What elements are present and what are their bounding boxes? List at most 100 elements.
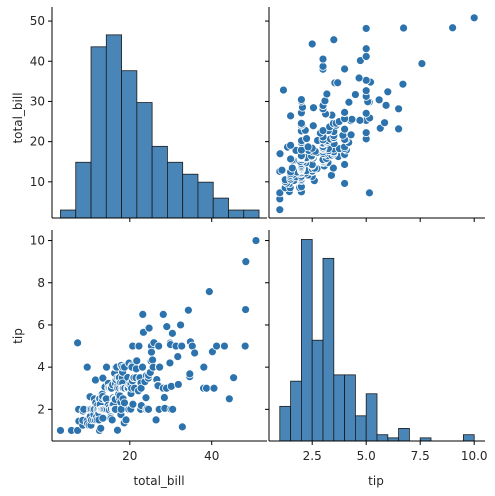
- scatter-point: [361, 44, 371, 54]
- y-tick-label: 8: [37, 276, 45, 290]
- hist-bar: [290, 380, 302, 442]
- scatter-point: [296, 118, 306, 128]
- scatter-point: [148, 355, 157, 365]
- scatter-point: [417, 59, 427, 68]
- scatter-point: [138, 362, 147, 372]
- scatter-point: [136, 383, 146, 393]
- scatter-point: [107, 415, 117, 425]
- scatter-point: [361, 108, 371, 118]
- scatter-point: [286, 111, 296, 121]
- scatter-point: [209, 383, 219, 393]
- y-tick-label: 10: [30, 175, 45, 189]
- scatter-point: [224, 394, 234, 404]
- scatter-point: [141, 393, 151, 403]
- scatter-point: [318, 61, 328, 71]
- scatter-point: [240, 341, 250, 351]
- scatter-point: [374, 95, 384, 105]
- y-tick-label: 2: [37, 402, 45, 416]
- scatter-point: [361, 86, 371, 96]
- hist-bar: [136, 102, 153, 219]
- scatter-point: [176, 320, 185, 330]
- scatter-point: [340, 179, 350, 188]
- x-tick-label: 10.0: [461, 449, 488, 463]
- hist-bar: [354, 415, 367, 442]
- scatter-point: [303, 142, 313, 152]
- scatter-point: [361, 128, 371, 138]
- hist-bar: [151, 145, 168, 219]
- scatter-point: [347, 114, 357, 124]
- scatter-point: [113, 425, 122, 435]
- scatter-point: [354, 73, 364, 83]
- ylabel-top: total_bill: [11, 92, 25, 143]
- hist-bar: [197, 181, 214, 219]
- scatter-point: [307, 39, 317, 49]
- scatter-point: [121, 415, 131, 425]
- scatter-point: [340, 124, 350, 134]
- scatter-point: [275, 205, 285, 215]
- hist-bar: [344, 374, 356, 442]
- scatter-point: [229, 373, 239, 383]
- scatter-point: [302, 134, 311, 143]
- xlabel-right: tip: [368, 474, 384, 488]
- scatter-point: [350, 90, 360, 99]
- panel-hist-total-bill: [60, 34, 260, 219]
- hist-bar: [212, 197, 229, 219]
- scatter-point: [241, 257, 251, 267]
- scatter-point: [361, 24, 371, 33]
- scatter-point: [159, 393, 169, 402]
- y-tick-label: 50: [30, 14, 45, 28]
- scatter-point: [328, 163, 338, 173]
- hist-bar: [182, 173, 199, 219]
- scatter-point: [128, 399, 138, 409]
- scatter-point: [287, 163, 297, 173]
- scatter-point: [340, 160, 350, 169]
- scatter-point: [365, 188, 374, 198]
- hist-bar: [90, 46, 107, 219]
- scatter-point: [158, 309, 168, 319]
- scatter-point: [346, 130, 356, 140]
- y-tick-label: 30: [30, 94, 45, 108]
- scatter-point: [167, 328, 177, 338]
- scatter-point: [380, 118, 389, 128]
- panel-hist-tip: [279, 239, 475, 442]
- scatter-point: [177, 422, 187, 432]
- scatter-point: [344, 97, 354, 107]
- scatter-point: [394, 104, 404, 114]
- axes: 10 20 30 40 50 2 4 6 8 10 20 40 2.5 5.0 7.5 10.0: [30, 7, 488, 463]
- hist-bar: [75, 161, 92, 219]
- x-tick-label: 2.5: [303, 449, 322, 463]
- scatter-point: [168, 404, 178, 414]
- hist-bar: [279, 405, 291, 442]
- scatter-point: [241, 305, 250, 314]
- scatter-point: [309, 103, 318, 113]
- y-tick-label: 4: [37, 360, 45, 374]
- scatter-point: [333, 78, 343, 88]
- ylabel-bottom: tip: [11, 328, 25, 344]
- scatter-point: [381, 100, 391, 110]
- scatter-point: [177, 341, 187, 351]
- panel-scatter-tip-vs-total-bill-top: [275, 13, 479, 215]
- y-tick-label: 6: [37, 318, 45, 332]
- scatter-point: [448, 23, 458, 33]
- hist-bar: [300, 239, 313, 442]
- hist-bar: [121, 70, 138, 219]
- y-tick-label: 20: [30, 135, 45, 149]
- hist-bar: [333, 374, 345, 442]
- scatter-point: [82, 362, 92, 372]
- scatter-point: [251, 236, 261, 245]
- scatter-point: [212, 341, 221, 351]
- scatter-point: [318, 54, 328, 64]
- x-tick-label: 40: [204, 449, 219, 463]
- scatter-point: [202, 383, 211, 393]
- scatter-point: [286, 140, 296, 150]
- scatter-point: [144, 323, 154, 333]
- scatter-point: [199, 362, 209, 372]
- scatter-point: [98, 413, 108, 423]
- scatter-point: [144, 404, 153, 414]
- scatter-point: [96, 423, 106, 433]
- scatter-point: [162, 322, 172, 332]
- scatter-point: [275, 188, 285, 198]
- scatter-point: [185, 369, 195, 379]
- scatter-point: [138, 309, 148, 319]
- scatter-point: [286, 154, 296, 164]
